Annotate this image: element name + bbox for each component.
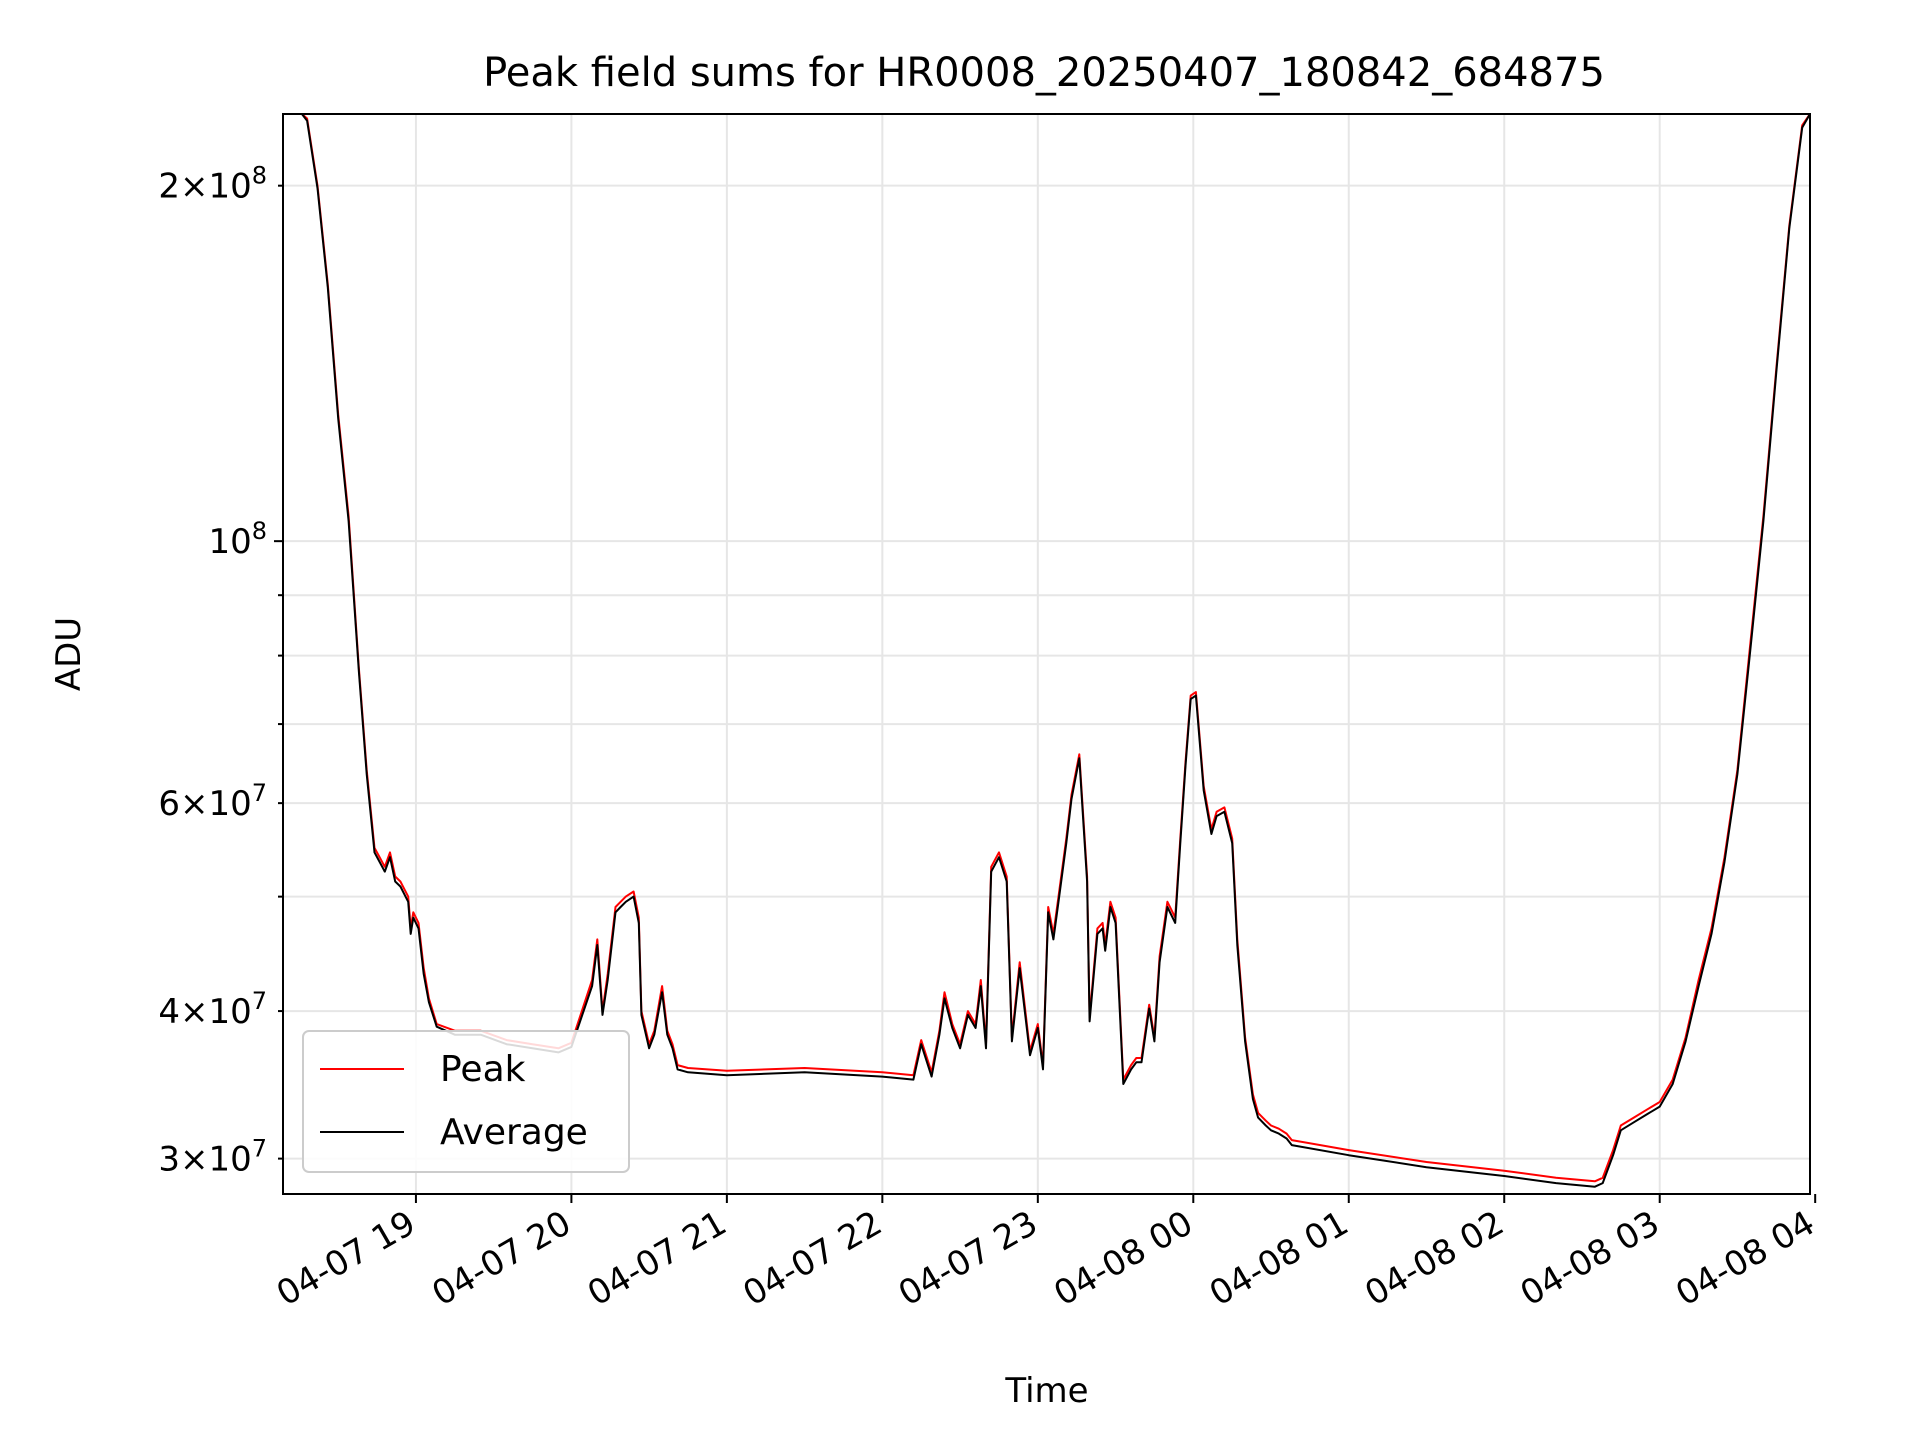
y-tick-label: 6×107 bbox=[158, 779, 267, 824]
legend: Peak Average bbox=[302, 1030, 630, 1173]
y-tick-label: 4×107 bbox=[158, 987, 267, 1032]
legend-label-peak: Peak bbox=[440, 1049, 526, 1090]
y-axis-label: ADU bbox=[49, 617, 89, 691]
y-axis: 108 3×107 4×107 6×107 2×108 bbox=[158, 162, 283, 1180]
y-tick-label: 2×108 bbox=[158, 162, 267, 207]
y-tick-label: 3×107 bbox=[158, 1135, 267, 1180]
x-axis-label: Time bbox=[1004, 1371, 1088, 1411]
y-tick-label: 108 bbox=[208, 517, 267, 562]
chart-title: Peak field sums for HR0008_20250407_1808… bbox=[483, 50, 1605, 96]
legend-box bbox=[302, 1030, 630, 1173]
grid bbox=[283, 114, 1810, 1194]
plot-frame bbox=[282, 113, 1811, 1195]
legend-label-average: Average bbox=[440, 1112, 588, 1153]
